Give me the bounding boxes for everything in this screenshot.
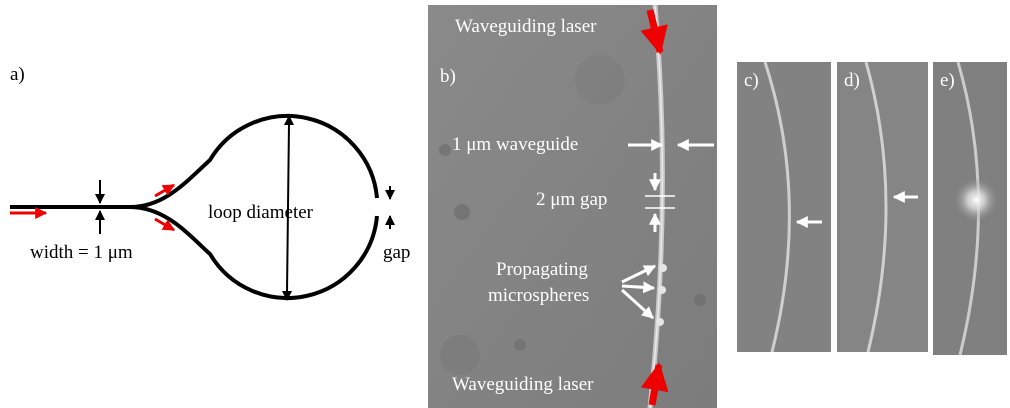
panel-label: d) xyxy=(844,70,860,91)
diameter-label: loop diameter xyxy=(208,202,314,223)
micrograph xyxy=(737,62,831,352)
panel-label: e) xyxy=(940,70,955,91)
laser-label: Waveguiding laser xyxy=(455,16,597,37)
particle xyxy=(575,55,625,105)
micrograph xyxy=(837,62,928,352)
particle xyxy=(439,144,451,156)
laser-label: Waveguiding laser xyxy=(452,374,594,395)
spheres-label: microspheres xyxy=(488,285,589,306)
panel-label: b) xyxy=(440,66,456,87)
scattered-light xyxy=(954,178,998,222)
gap-label: 2 μm gap xyxy=(536,189,607,210)
loop-waveguide xyxy=(10,116,377,298)
figure: a) width = 1 μm loop diameter gap xyxy=(0,0,1010,408)
width-label: width = 1 μm xyxy=(30,242,133,263)
panel-label: c) xyxy=(744,70,759,91)
particle xyxy=(514,339,526,351)
waveguide-label: 1 μm waveguide xyxy=(452,134,578,155)
spheres-label: Propagating xyxy=(496,259,588,280)
gap-label: gap xyxy=(383,242,410,263)
upper-branch xyxy=(10,116,377,207)
particle xyxy=(440,335,480,375)
microsphere xyxy=(656,318,664,326)
particle xyxy=(454,204,470,220)
sphere-arrow xyxy=(622,286,654,288)
microsphere xyxy=(658,286,666,294)
particle xyxy=(694,294,706,306)
panel-label: a) xyxy=(10,64,25,85)
microsphere xyxy=(659,264,667,272)
